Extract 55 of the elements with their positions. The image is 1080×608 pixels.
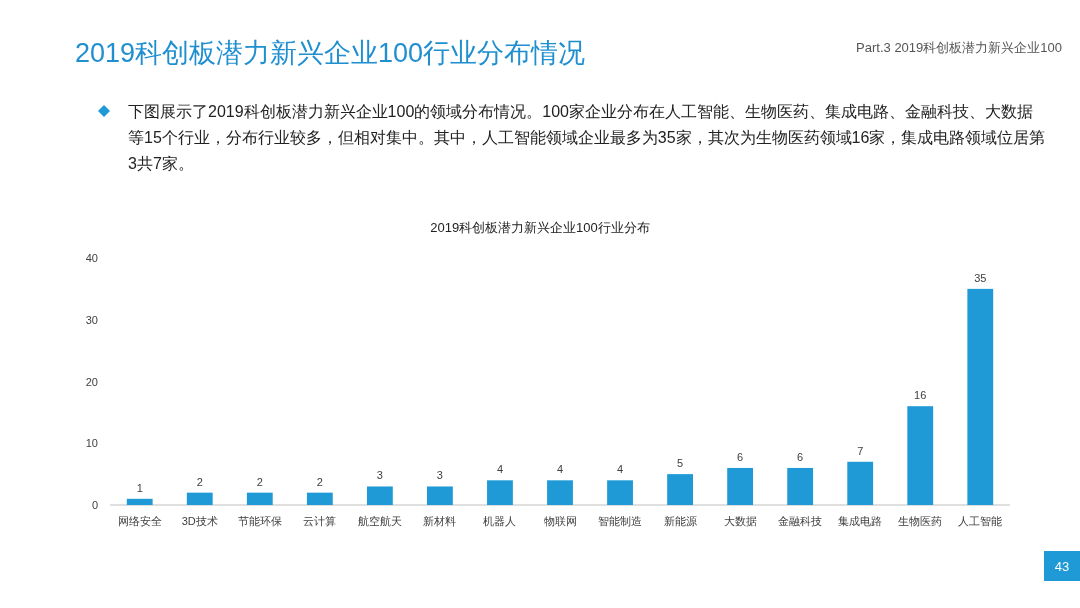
x-tick-label: 物联网 xyxy=(543,515,577,527)
x-tick-label: 集成电路 xyxy=(838,515,883,527)
bar xyxy=(186,492,213,505)
y-tick-label: 30 xyxy=(85,313,98,326)
chart-subtitle: 2019科创板潜力新兴企业100行业分布 xyxy=(430,220,650,235)
x-tick-label: 网络安全 xyxy=(117,515,162,527)
bar xyxy=(847,461,874,505)
data-label: 4 xyxy=(496,463,504,476)
bar xyxy=(126,498,153,505)
data-label: 4 xyxy=(556,463,564,476)
data-label: 6 xyxy=(797,450,804,463)
x-tick-label: 智能制造 xyxy=(598,515,643,527)
x-tick-label: 3D技术 xyxy=(181,515,218,527)
y-tick-label: 40 xyxy=(85,252,98,264)
data-label: 35 xyxy=(974,271,987,284)
bar xyxy=(487,480,513,505)
bar xyxy=(366,486,393,505)
x-tick-label: 生物医药 xyxy=(898,515,943,527)
text: 下图展示了2019科创板潜力新兴企业100的领域分布情况。100家企业分布在人工智能、生物医药、集成电路、金融科技、大数据等15个行业，分布行业较多，但相对集中。其中，人工智能领域企业最多为35家，其次为生物医药领域16家，集成电路领域位居第3共7家。 xyxy=(128,102,1047,174)
x-tick-label: 新材料 xyxy=(423,515,457,527)
bar xyxy=(607,480,633,505)
chart-title: 2019科创板潜力新兴企业100行业分布情况 xyxy=(75,38,586,68)
text: Part.3 2019科创板潜力新兴企业100 xyxy=(856,40,1062,55)
text: 43 xyxy=(1054,559,1070,574)
x-tick-label: 云计算 xyxy=(303,515,337,527)
x-tick-label: 金融科技 xyxy=(778,515,823,527)
bar xyxy=(907,406,934,505)
x-tick-label: 人工智能 xyxy=(958,515,1003,527)
y-tick-label: 0 xyxy=(91,499,98,511)
x-tick-label: 新能源 xyxy=(663,515,697,527)
bar xyxy=(787,467,814,505)
data-label: 2 xyxy=(196,475,203,488)
bar xyxy=(427,486,453,505)
x-tick-label: 大数据 xyxy=(723,515,757,527)
bar xyxy=(667,474,693,505)
y-tick-label: 10 xyxy=(85,437,98,450)
y-tick-label: 20 xyxy=(85,375,98,388)
data-label: 2 xyxy=(316,475,323,488)
x-tick-label: 航空航天 xyxy=(357,515,402,527)
data-label: 16 xyxy=(914,389,927,402)
bar xyxy=(306,492,333,505)
data-label: 3 xyxy=(436,469,443,482)
data-label: 3 xyxy=(376,469,383,482)
data-label: 6 xyxy=(737,450,744,463)
data-label: 7 xyxy=(857,444,864,457)
data-label: 5 xyxy=(677,457,684,470)
bar xyxy=(967,288,994,505)
data-label: 1 xyxy=(136,481,143,494)
bar xyxy=(547,480,573,505)
bar xyxy=(727,467,754,505)
data-label: 2 xyxy=(256,475,263,488)
x-tick-label: 机器人 xyxy=(483,515,517,527)
bar xyxy=(246,492,273,505)
data-label: 4 xyxy=(616,463,624,476)
x-tick-label: 节能环保 xyxy=(237,515,282,527)
